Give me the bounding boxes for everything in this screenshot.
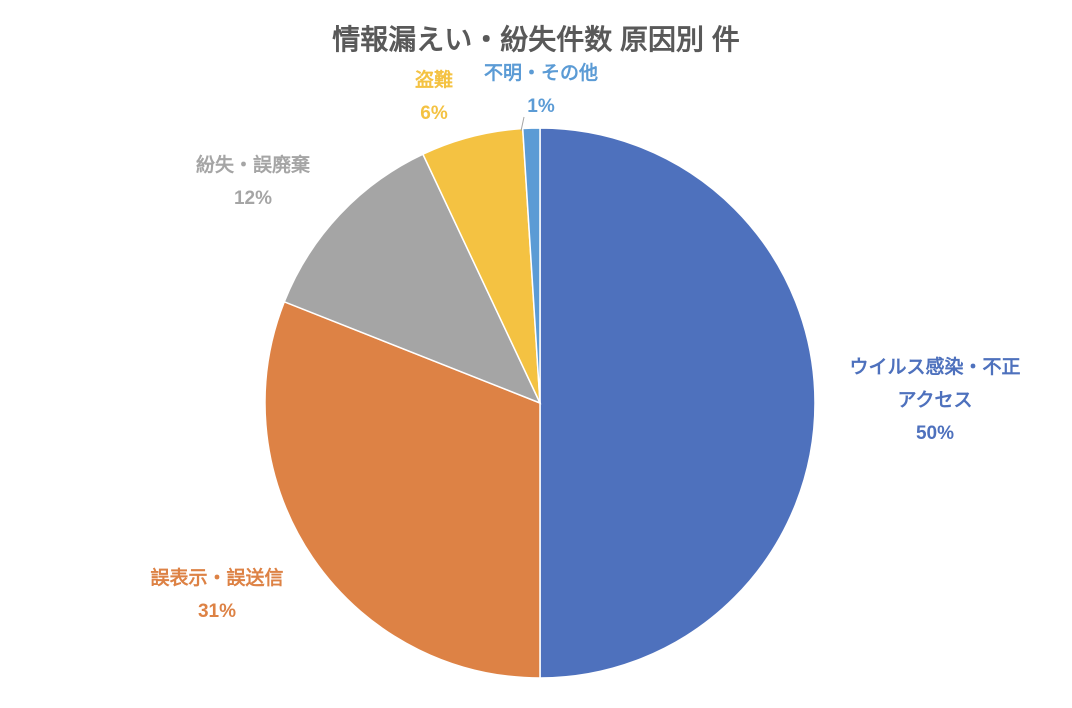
category-label: 不明・その他 — [483, 63, 598, 84]
percent-label: 50% — [915, 423, 955, 444]
pie-slice — [283, 153, 542, 405]
data-label: 紛失・誤廃棄 12% — [153, 149, 353, 215]
data-label: 不明・その他 1% — [461, 57, 621, 123]
percent-label: 31% — [197, 601, 237, 622]
category-label: 紛失・誤廃棄 — [195, 155, 310, 176]
data-label: 盗難 6% — [374, 64, 494, 130]
pie-slice — [521, 127, 541, 404]
percent-label: 12% — [233, 188, 273, 209]
data-label: 誤表示・誤送信 31% — [117, 562, 317, 628]
data-label: ウイルス感染・不正アクセス 50% — [840, 351, 1030, 450]
category-label: ウイルス感染・不正アクセス — [849, 357, 1021, 411]
pie-slice — [264, 300, 541, 679]
category-label: 盗難 — [414, 70, 453, 91]
pie-slice — [539, 127, 816, 679]
leader-line — [520, 116, 525, 132]
percent-label: 1% — [527, 96, 555, 117]
category-label: 誤表示・誤送信 — [150, 568, 284, 589]
chart-title: 情報漏えい・紛失件数 原因別 件 — [332, 24, 740, 55]
percent-label: 6% — [420, 103, 448, 124]
